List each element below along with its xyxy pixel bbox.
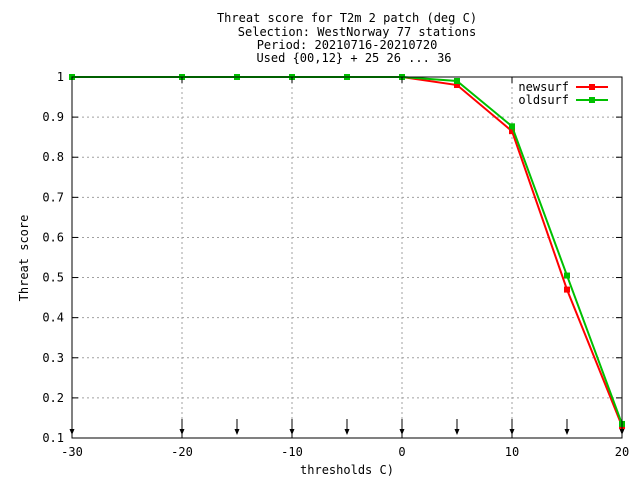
data-point-newsurf xyxy=(564,286,570,293)
y-tick-label: 0.8 xyxy=(42,150,64,164)
x-tick-label: 10 xyxy=(505,445,519,459)
legend-label-newsurf: newsurf xyxy=(518,80,569,94)
y-axis: 0.1 0.2 0.3 0.4 0.5 0.6 0.7 0.8 0.9 1 xyxy=(42,70,622,445)
series-line-oldsurf xyxy=(72,76,623,425)
y-tick-label: 1 xyxy=(57,70,64,84)
data-point-oldsurf xyxy=(564,272,570,279)
series-group xyxy=(69,74,625,429)
y-tick-label: 0.4 xyxy=(42,311,64,325)
y-tick-label: 0.7 xyxy=(42,190,64,204)
y-tick-label: 0.6 xyxy=(42,230,64,244)
x-tick-label: 20 xyxy=(615,445,629,459)
legend-label-oldsurf: oldsurf xyxy=(518,93,569,107)
x-tick-label: -30 xyxy=(61,445,83,459)
y-tick-label: 0.3 xyxy=(42,351,64,365)
y-tick-label: 0.9 xyxy=(42,110,64,124)
title-line-4: Used {00,12} + 25 26 ... 36 xyxy=(256,51,451,65)
threshold-marker xyxy=(234,419,240,435)
title-line-3: Period: 20210716-20210720 xyxy=(257,38,438,52)
threshold-marker xyxy=(564,419,570,435)
data-point-oldsurf xyxy=(509,123,515,130)
y-axis-label: Threat score xyxy=(17,215,31,302)
legend-swatch-marker xyxy=(589,84,595,90)
x-tick-label: -20 xyxy=(171,445,193,459)
title-line-1: Threat score for T2m 2 patch (deg C) xyxy=(217,11,477,25)
threshold-marker xyxy=(344,419,350,435)
grid xyxy=(72,77,622,438)
legend-swatch-marker xyxy=(589,97,595,103)
data-point-newsurf xyxy=(509,128,515,135)
y-tick-label: 0.2 xyxy=(42,391,64,405)
plot-frame xyxy=(71,76,623,439)
series-line-newsurf xyxy=(72,76,623,427)
x-axis: -30 -20 -10 0 10 20 xyxy=(61,77,629,459)
threshold-marker xyxy=(454,419,460,435)
data-point-oldsurf xyxy=(454,78,460,85)
data-point-newsurf xyxy=(454,82,460,89)
x-axis-label: thresholds C) xyxy=(300,463,394,477)
title-line-2: Selection: WestNorway 77 stations xyxy=(238,25,476,39)
y-tick-label: 0.1 xyxy=(42,431,64,445)
chart-title: Threat score for T2m 2 patch (deg C) Sel… xyxy=(217,11,477,65)
y-tick-label: 0.5 xyxy=(42,271,64,285)
x-tick-label: -10 xyxy=(281,445,303,459)
x-tick-label: 0 xyxy=(398,445,405,459)
threshold-markers xyxy=(69,419,625,435)
